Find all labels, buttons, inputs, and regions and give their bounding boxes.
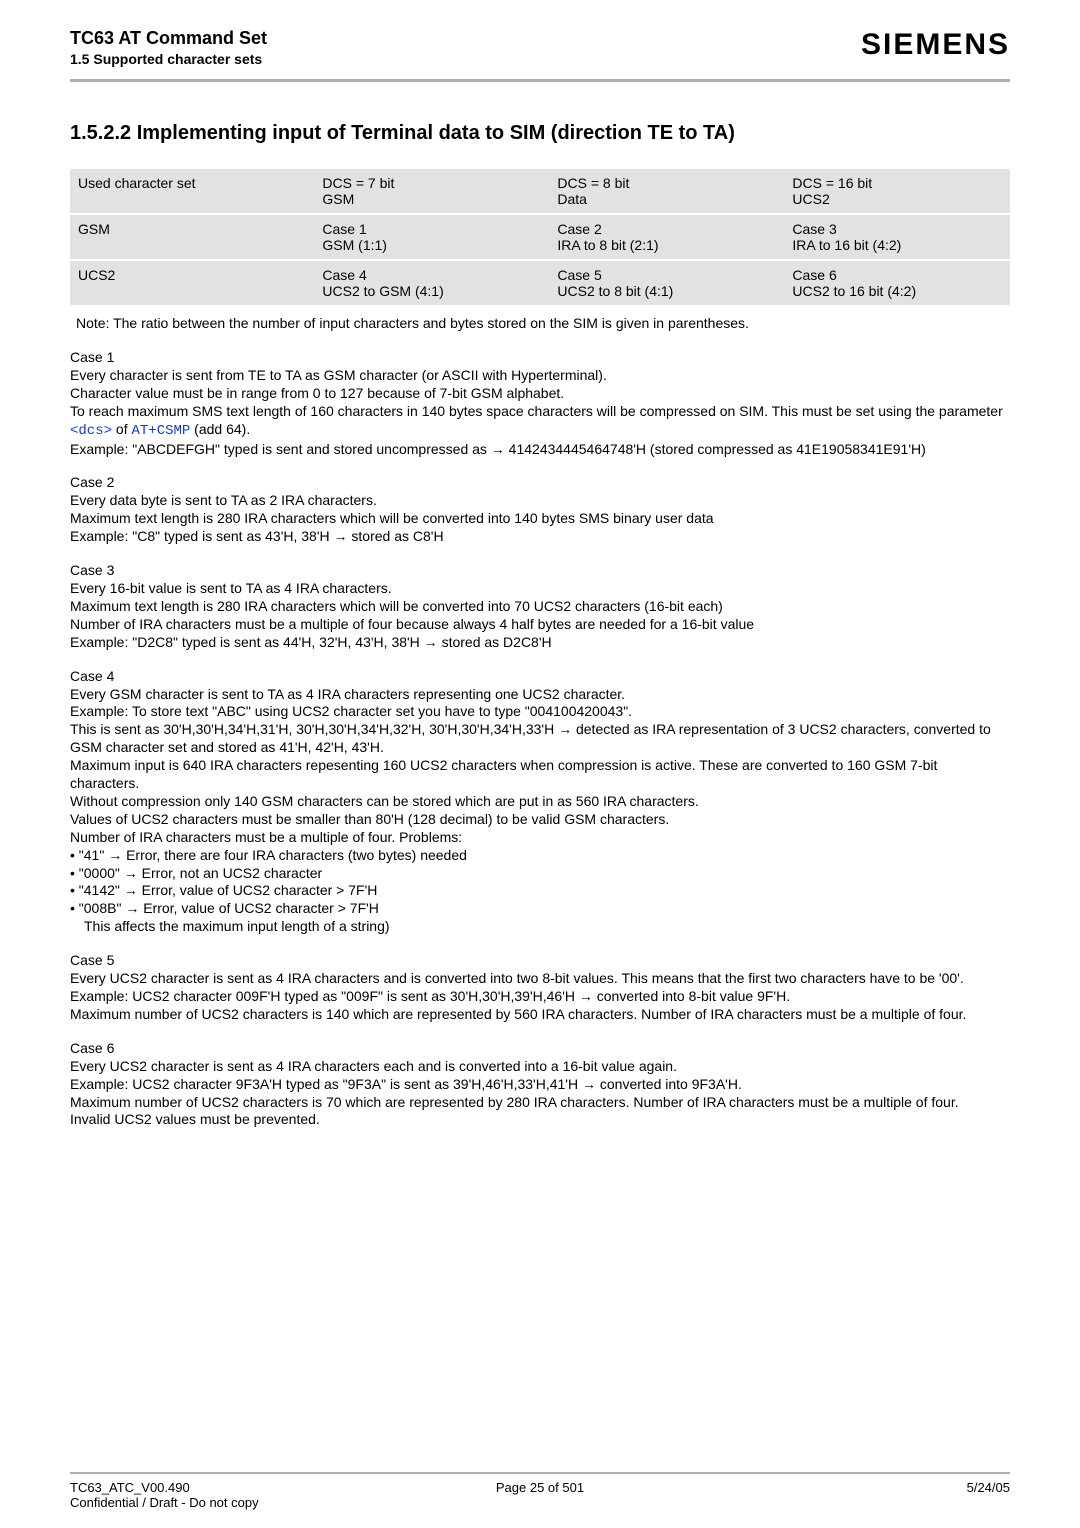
table-cell: Case 4UCS2 to GSM (4:1) (314, 260, 549, 306)
case-label: Case 6 (70, 1040, 1010, 1058)
cell-text: Case 2 (557, 221, 601, 237)
case-line: To reach maximum SMS text length of 160 … (70, 403, 1010, 441)
table-row: Used character set DCS = 7 bitGSM DCS = … (70, 168, 1010, 214)
case-3: Case 3 Every 16-bit value is sent to TA … (70, 562, 1010, 652)
character-set-table: Used character set DCS = 7 bitGSM DCS = … (70, 167, 1010, 307)
dcs-link[interactable]: <dcs> (70, 423, 112, 439)
table-cell: GSM (70, 214, 314, 260)
cell-text: UCS2 to 8 bit (4:1) (557, 283, 673, 299)
case-label: Case 3 (70, 562, 1010, 580)
problems-list: "41" → Error, there are four IRA charact… (70, 847, 1010, 919)
case-line: Without compression only 140 GSM charact… (70, 793, 1010, 811)
case-label: Case 2 (70, 474, 1010, 492)
cell-text: UCS2 (78, 267, 115, 283)
case-line: Example: UCS2 character 009F'H typed as … (70, 988, 1010, 1006)
table-cell: Case 3IRA to 16 bit (4:2) (784, 214, 1010, 260)
case-line: Character value must be in range from 0 … (70, 385, 1010, 403)
list-item: "008B" → Error, value of UCS2 character … (70, 900, 1010, 918)
case-line: Every GSM character is sent to TA as 4 I… (70, 686, 1010, 704)
table-cell: DCS = 7 bitGSM (314, 168, 549, 214)
footer-page: Page 25 of 501 (383, 1480, 696, 1510)
list-item: "0000" → Error, not an UCS2 character (70, 865, 1010, 883)
case-text: of (112, 421, 131, 437)
table-row: UCS2 Case 4UCS2 to GSM (4:1) Case 5UCS2 … (70, 260, 1010, 306)
case-line: Maximum number of UCS2 characters is 70 … (70, 1094, 1010, 1112)
case-2: Case 2 Every data byte is sent to TA as … (70, 474, 1010, 546)
cell-text: DCS = 7 bit (322, 175, 394, 191)
cell-text: UCS2 (792, 191, 829, 207)
table-cell: DCS = 8 bitData (549, 168, 784, 214)
header-left: TC63 AT Command Set 1.5 Supported charac… (70, 28, 267, 67)
case-6: Case 6 Every UCS2 character is sent as 4… (70, 1040, 1010, 1130)
table-cell: Case 5UCS2 to 8 bit (4:1) (549, 260, 784, 306)
page-header: TC63 AT Command Set 1.5 Supported charac… (70, 28, 1010, 73)
doc-subtitle: 1.5 Supported character sets (70, 51, 267, 67)
case-line: Example: "ABCDEFGH" typed is sent and st… (70, 441, 1010, 459)
case-line: Maximum text length is 280 IRA character… (70, 598, 1010, 616)
cell-text: Case 5 (557, 267, 601, 283)
cell-text: DCS = 8 bit (557, 175, 629, 191)
brand-logo: SIEMENS (861, 28, 1010, 62)
case-label: Case 5 (70, 952, 1010, 970)
case-line: Example: To store text "ABC" using UCS2 … (70, 703, 1010, 721)
header-rule (70, 79, 1010, 82)
table-cell: Case 6UCS2 to 16 bit (4:2) (784, 260, 1010, 306)
case-line: Example: "D2C8" typed is sent as 44'H, 3… (70, 634, 1010, 652)
cell-text: Data (557, 191, 587, 207)
footer-confidential: Confidential / Draft - Do not copy (70, 1495, 259, 1510)
cell-text: GSM (322, 191, 354, 207)
table-cell: Case 2IRA to 8 bit (2:1) (549, 214, 784, 260)
list-item: "41" → Error, there are four IRA charact… (70, 847, 1010, 865)
cell-text: DCS = 16 bit (792, 175, 872, 191)
cell-text: Case 3 (792, 221, 836, 237)
footer-date: 5/24/05 (697, 1480, 1010, 1510)
case-4: Case 4 Every GSM character is sent to TA… (70, 668, 1010, 937)
case-line: This affects the maximum input length of… (70, 918, 1010, 936)
cell-text: IRA to 8 bit (2:1) (557, 237, 658, 253)
table-cell: Used character set (70, 168, 314, 214)
table-cell: UCS2 (70, 260, 314, 306)
case-5: Case 5 Every UCS2 character is sent as 4… (70, 952, 1010, 1024)
cell-text: UCS2 to 16 bit (4:2) (792, 283, 916, 299)
table-note: Note: The ratio between the number of in… (76, 315, 1010, 331)
table-row: GSM Case 1GSM (1:1) Case 2IRA to 8 bit (… (70, 214, 1010, 260)
cell-text: Used character set (78, 175, 196, 191)
case-line: Invalid UCS2 values must be prevented. (70, 1111, 1010, 1129)
case-line: Every UCS2 character is sent as 4 IRA ch… (70, 1058, 1010, 1076)
case-line: Every character is sent from TE to TA as… (70, 367, 1010, 385)
case-1: Case 1 Every character is sent from TE t… (70, 349, 1010, 458)
cell-text: Case 6 (792, 267, 836, 283)
cell-text: UCS2 to GSM (4:1) (322, 283, 443, 299)
section-title: 1.5.2.2 Implementing input of Terminal d… (70, 122, 1010, 145)
case-line: Example: "C8" typed is sent as 43'H, 38'… (70, 528, 1010, 546)
case-line: Number of IRA characters must be a multi… (70, 829, 1010, 847)
case-line: Example: UCS2 character 9F3A'H typed as … (70, 1076, 1010, 1094)
case-text: (add 64). (190, 421, 250, 437)
case-label: Case 1 (70, 349, 1010, 367)
atcsmp-link[interactable]: AT+CSMP (131, 423, 190, 439)
case-line: Maximum text length is 280 IRA character… (70, 510, 1010, 528)
cell-text: IRA to 16 bit (4:2) (792, 237, 901, 253)
case-line: Values of UCS2 characters must be smalle… (70, 811, 1010, 829)
cell-text: GSM (78, 221, 110, 237)
case-line: Number of IRA characters must be a multi… (70, 616, 1010, 634)
case-text: To reach maximum SMS text length of 160 … (70, 403, 1003, 419)
case-label: Case 4 (70, 668, 1010, 686)
footer-doc-id: TC63_ATC_V00.490 (70, 1480, 190, 1495)
footer-left: TC63_ATC_V00.490 Confidential / Draft - … (70, 1480, 383, 1510)
cell-text: Case 4 (322, 267, 366, 283)
case-line: Every UCS2 character is sent as 4 IRA ch… (70, 970, 1010, 988)
case-line: Maximum input is 640 IRA characters repe… (70, 757, 1010, 793)
doc-title: TC63 AT Command Set (70, 28, 267, 49)
cell-text: Case 1 (322, 221, 366, 237)
page-footer: TC63_ATC_V00.490 Confidential / Draft - … (70, 1472, 1010, 1510)
case-line: Every 16-bit value is sent to TA as 4 IR… (70, 580, 1010, 598)
case-line: Maximum number of UCS2 characters is 140… (70, 1006, 1010, 1024)
case-line: This is sent as 30'H,30'H,34'H,31'H, 30'… (70, 721, 1010, 757)
table-cell: DCS = 16 bitUCS2 (784, 168, 1010, 214)
list-item: "4142" → Error, value of UCS2 character … (70, 882, 1010, 900)
table-cell: Case 1GSM (1:1) (314, 214, 549, 260)
cell-text: GSM (1:1) (322, 237, 387, 253)
case-line: Every data byte is sent to TA as 2 IRA c… (70, 492, 1010, 510)
